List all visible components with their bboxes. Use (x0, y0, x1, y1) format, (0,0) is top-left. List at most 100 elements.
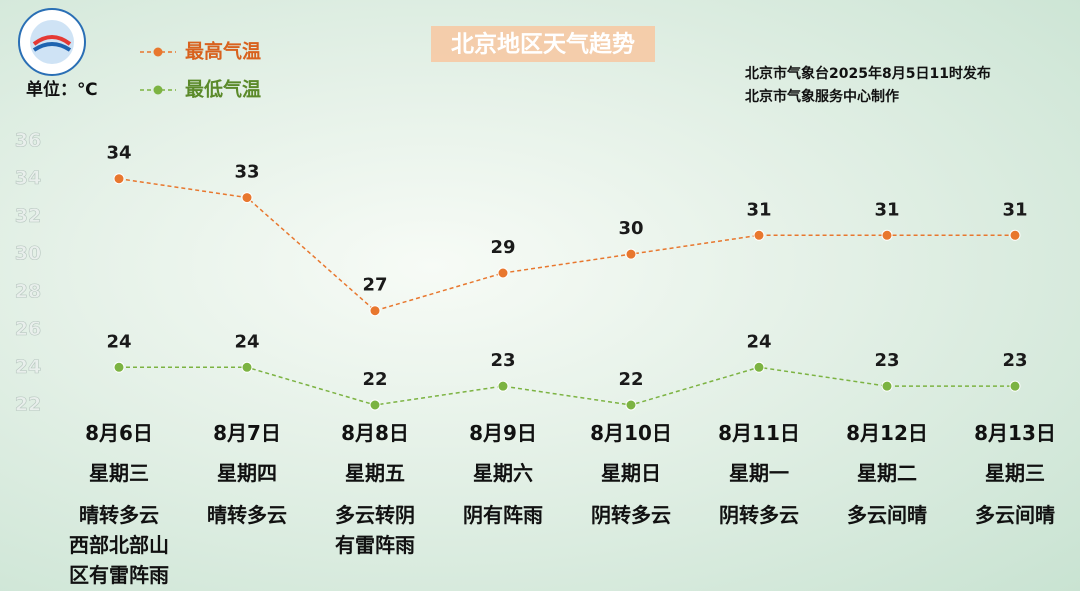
date-label: 8月8日 (319, 418, 431, 448)
weather-desc: 晴转多云 西部北部山区有雷阵雨 (63, 500, 175, 590)
value-label: 22 (362, 369, 387, 390)
weather-desc-text: 多云转阴 有雷阵雨 (335, 503, 415, 557)
y-tick-label: 26 (15, 318, 41, 340)
weekday-label-text: 星期一 (729, 461, 789, 485)
y-tick-label: 22 (15, 394, 41, 416)
weather-desc-text: 阴转多云 (591, 503, 671, 527)
data-point (625, 248, 637, 260)
y-tick-label: 36 (15, 130, 41, 152)
data-point (497, 267, 509, 279)
date-label-text: 8月10日 (590, 421, 672, 445)
weather-desc: 多云间晴 (831, 500, 943, 530)
weather-desc-text: 多云间晴 (847, 503, 927, 527)
weekday-label: 星期六 (447, 458, 559, 488)
value-label: 34 (106, 143, 131, 164)
y-tick-label: 30 (15, 243, 41, 265)
weather-desc: 阴转多云 (703, 500, 815, 530)
weekday-label: 星期五 (319, 458, 431, 488)
date-label: 8月7日 (191, 418, 303, 448)
date-label: 8月6日 (63, 418, 175, 448)
weekday-label-text: 星期三 (89, 461, 149, 485)
y-tick-label: 24 (15, 356, 41, 378)
data-point (881, 229, 893, 241)
value-label: 33 (234, 162, 259, 183)
value-label: 29 (490, 237, 515, 258)
date-label: 8月11日 (703, 418, 815, 448)
legend-marker (153, 85, 163, 95)
weather-desc-text: 晴转多云 西部北部山区有雷阵雨 (69, 503, 169, 587)
weekday-label: 星期三 (63, 458, 175, 488)
weekday-label-text: 星期二 (857, 461, 917, 485)
data-point (1009, 229, 1021, 241)
data-point (241, 192, 253, 204)
weekday-label-text: 星期五 (345, 461, 405, 485)
weekday-label: 星期四 (191, 458, 303, 488)
data-point (369, 305, 381, 317)
date-label: 8月12日 (831, 418, 943, 448)
data-point (625, 399, 637, 411)
weather-desc-text: 阴有阵雨 (463, 503, 543, 527)
weekday-label: 星期一 (703, 458, 815, 488)
date-label: 8月13日 (959, 418, 1071, 448)
data-point (753, 361, 765, 373)
weather-desc: 晴转多云 (191, 500, 303, 530)
data-point (1009, 380, 1021, 392)
weekday-label-text: 星期四 (217, 461, 277, 485)
weather-desc-text: 阴转多云 (719, 503, 799, 527)
legend-label: 最高气温 (185, 40, 261, 63)
data-point (881, 380, 893, 392)
title-box (431, 26, 655, 62)
date-label-text: 8月8日 (341, 421, 409, 445)
date-label-text: 8月6日 (85, 421, 153, 445)
data-point (241, 361, 253, 373)
legend-label: 最低气温 (185, 78, 261, 101)
unit-label: 单位：℃ (26, 79, 98, 100)
weekday-label: 星期二 (831, 458, 943, 488)
weather-desc: 阴有阵雨 (447, 500, 559, 530)
value-label: 23 (1002, 350, 1027, 371)
date-label-text: 8月7日 (213, 421, 281, 445)
source-line: 北京市气象服务中心制作 (745, 88, 899, 105)
weather-desc: 多云转阴 有雷阵雨 (319, 500, 431, 560)
value-label: 23 (874, 350, 899, 371)
value-label: 24 (106, 331, 131, 352)
weather-desc: 阴转多云 (575, 500, 687, 530)
logo (18, 8, 86, 76)
weather-desc: 多云间晴 (959, 500, 1071, 530)
value-label: 23 (490, 350, 515, 371)
series-line (119, 366, 1015, 406)
date-label-text: 8月11日 (718, 421, 800, 445)
value-label: 22 (618, 369, 643, 390)
value-label: 24 (746, 331, 771, 352)
series-line (118, 177, 1015, 312)
value-label: 30 (618, 218, 643, 239)
source-line: 北京市气象台2025年8月5日11时发布 (745, 65, 991, 82)
data-point (497, 380, 509, 392)
y-tick-label: 34 (15, 167, 41, 189)
data-point (113, 361, 125, 373)
weather-desc-text: 多云间晴 (975, 503, 1055, 527)
legend-marker (153, 47, 163, 57)
weekday-label-text: 星期六 (473, 461, 533, 485)
weekday-label-text: 星期三 (985, 461, 1045, 485)
value-label: 31 (1002, 199, 1027, 220)
date-label-text: 8月9日 (469, 421, 537, 445)
value-label: 27 (362, 275, 387, 296)
weather-desc-text: 晴转多云 (207, 503, 287, 527)
value-label: 31 (874, 199, 899, 220)
y-tick-label: 28 (15, 280, 41, 302)
date-label-text: 8月12日 (846, 421, 928, 445)
date-label-text: 8月13日 (974, 421, 1056, 445)
value-label: 31 (746, 199, 771, 220)
date-label: 8月10日 (575, 418, 687, 448)
chart-title: 北京地区天气趋势 (451, 31, 635, 58)
data-point (113, 173, 125, 185)
y-tick-label: 32 (15, 205, 41, 227)
data-point (369, 399, 381, 411)
weekday-label-text: 星期日 (601, 461, 661, 485)
date-label: 8月9日 (447, 418, 559, 448)
weekday-label: 星期三 (959, 458, 1071, 488)
data-point (753, 229, 765, 241)
